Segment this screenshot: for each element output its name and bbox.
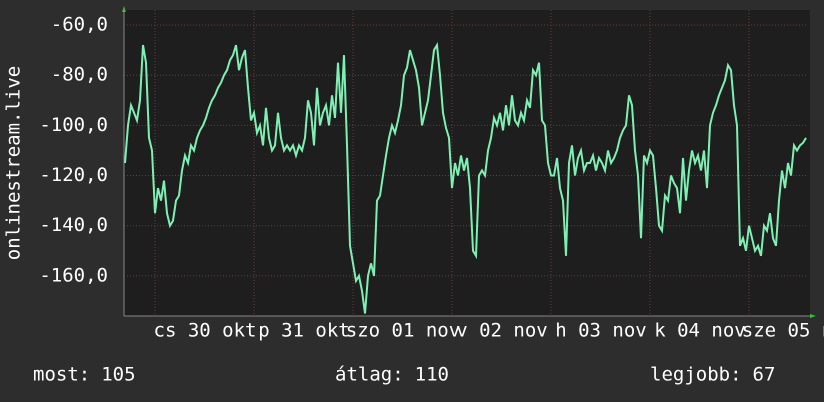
x-tick-label: szo 01 nov: [346, 320, 460, 342]
x-tick-label: v 02 nov: [456, 320, 548, 342]
y-tick-label: -140,0: [39, 214, 108, 236]
y-tick-label: -120,0: [39, 164, 108, 186]
y-tick-label: -80,0: [51, 64, 108, 86]
y-tick-label: -160,0: [39, 264, 108, 286]
legend-value: 110: [415, 364, 449, 386]
legend-value: 105: [101, 364, 135, 386]
y-axis-title: onlinestream.live: [3, 66, 25, 260]
legend-label: átlag:: [335, 364, 404, 386]
data-line: [124, 41, 807, 314]
x-tick-label: cs 30 okt: [154, 320, 257, 342]
y-tick-label: -60,0: [51, 14, 108, 36]
x-tick-label: k 04 nov: [654, 320, 746, 342]
axis-arrow: [810, 314, 816, 318]
y-tick-label: -100,0: [39, 114, 108, 136]
legend-value: 67: [753, 364, 776, 386]
legend-label: most:: [33, 364, 90, 386]
x-tick-label: p 31 okt: [258, 320, 350, 342]
x-tick-label: sze 05 nov: [742, 320, 824, 342]
legend-label: legjobb:: [650, 364, 742, 386]
x-tick-label: h 03 nov: [555, 320, 647, 342]
